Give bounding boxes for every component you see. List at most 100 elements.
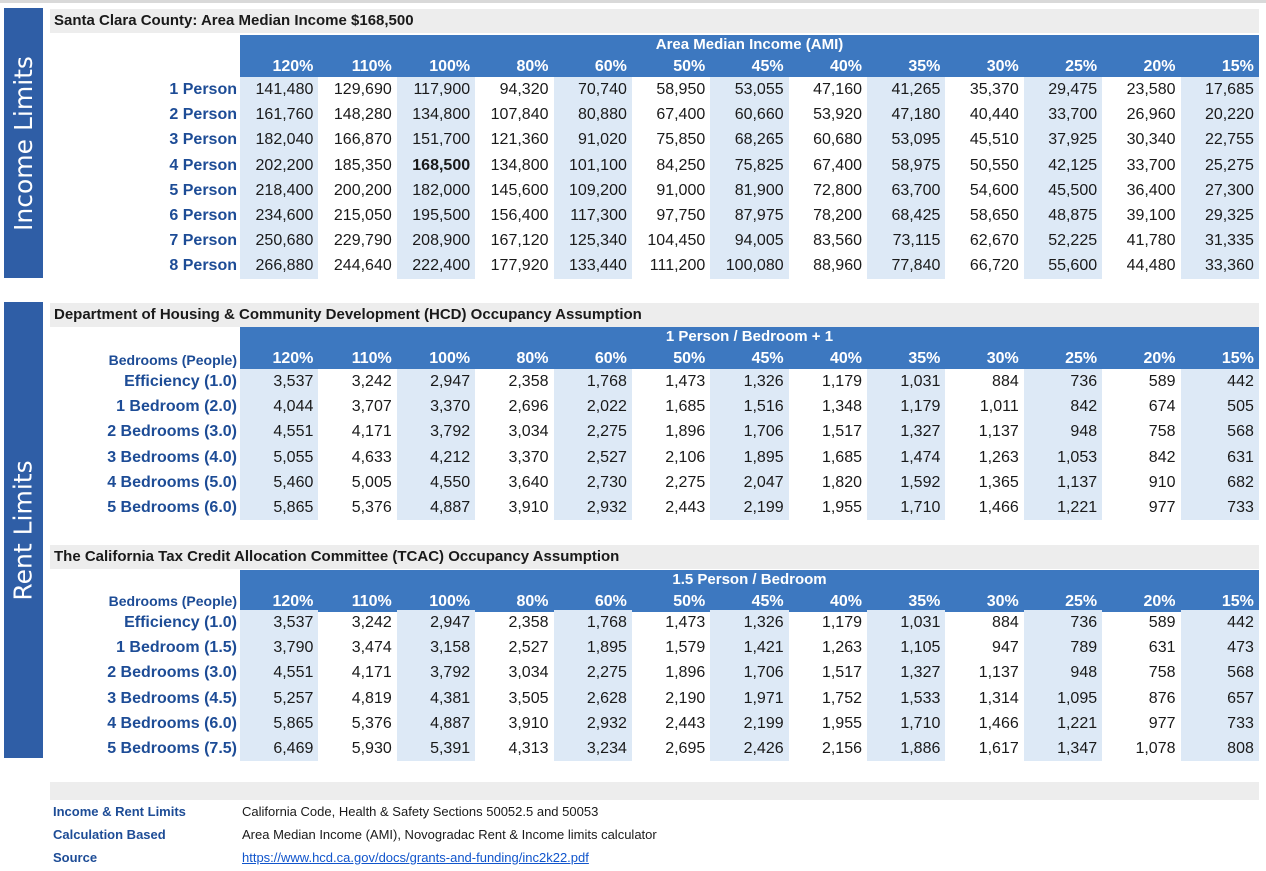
table-cell: 41,780 [1126,232,1176,250]
table-cell: 1,137 [978,664,1019,682]
table-row: 5 Bedrooms (7.5) 6,469 5,930 5,391 4,313 3,23… [50,735,1259,762]
table-cell: 5,460 [240,469,319,495]
table-cell: 33,360 [1180,253,1259,279]
table-cell: 31,335 [1180,228,1259,254]
row-label: 2 Bedrooms (3.0) [107,423,237,441]
table-cell: 2,932 [553,710,632,736]
table-cell: 58,950 [656,81,706,98]
table-cell: 145,600 [490,181,549,199]
source-link[interactable]: https://www.hcd.ca.gov/docs/grants-and-f… [242,850,589,865]
table-cell: 948 [1023,660,1103,686]
table-cell: 109,200 [553,177,632,203]
table-cell: 842 [1023,394,1103,420]
table-cell: 1,011 [979,398,1019,416]
table-cell: 1,327 [867,419,946,445]
table-cell: 17,685 [1180,77,1259,103]
table-cell: 1,710 [867,494,946,521]
table-cell: 4,633 [351,448,392,466]
table-cell: 1,517 [821,423,862,441]
table-cell: 947 [992,639,1019,657]
table-cell: 84,250 [656,156,706,174]
table-cell: 1,421 [710,635,789,661]
percent-header: 110% [351,58,392,75]
table-cell: 20,220 [1180,102,1259,128]
table-cell: 3,242 [351,373,392,390]
table-cell: 54,600 [969,181,1019,199]
table-cell: 4,044 [240,394,319,420]
table-cell: 2,527 [553,444,632,470]
percent-header: 80% [516,58,549,75]
table-cell: 1,685 [665,398,706,416]
table-cell: 2,190 [665,689,706,707]
table-cell: 442 [1180,610,1259,636]
tcac-percent-headers: 120% 110% 100% 80% 60% 50% 45% 40% 35% 30% 25% 20% 1… [240,590,1259,612]
percent-header: 120% [272,350,314,367]
table-cell: 167,120 [490,232,549,250]
table-cell: 3,370 [508,448,549,466]
table-cell: 4,550 [396,469,476,495]
table-cell: 222,400 [396,253,476,279]
table-cell: 5,865 [240,710,319,736]
row-label: 2 Bedrooms (3.0) [107,664,237,682]
table-cell: 884 [992,373,1019,390]
table-cell: 39,100 [1126,206,1176,224]
percent-header: 25% [1065,350,1098,367]
percent-header: 35% [908,58,941,75]
percent-header: 80% [516,593,549,610]
table-cell: 161,760 [240,102,319,128]
table-cell: 125,340 [553,228,632,254]
row-label: 4 Person [169,156,237,174]
table-cell: 2,275 [665,473,706,491]
table-cell: 2,947 [396,610,476,636]
hcd-header-title: 1 Person / Bedroom + 1 [665,328,834,345]
table-cell: 589 [1148,614,1176,631]
table-cell: 81,900 [710,177,789,203]
table-cell: 948 [1023,419,1103,445]
table-cell: 682 [1180,469,1259,495]
income-rent-limits-value: California Code, Health & Safety Section… [242,804,599,819]
table-cell: 29,475 [1023,77,1103,103]
percent-header: 20% [1143,58,1176,75]
table-cell: 1,474 [867,444,946,470]
table-cell: 1,473 [665,614,706,631]
table-cell: 44,480 [1126,257,1176,275]
top-divider [0,0,1266,3]
table-cell: 62,670 [969,232,1019,250]
table-cell: 151,700 [396,127,476,153]
table-cell: 29,325 [1180,202,1259,229]
table-cell: 185,350 [333,156,392,174]
table-cell: 1,752 [821,689,862,707]
table-cell: 2,730 [553,469,632,495]
table-cell: 977 [1148,498,1176,516]
row-label: 6 Person [169,206,237,224]
table-cell: 4,887 [396,494,476,521]
percent-header: 60% [594,350,627,367]
table-row: 8 Person 266,880 244,640 222,400 177,920 133,… [50,253,1259,279]
table-cell: 1,221 [1023,494,1103,521]
table-cell: 91,000 [656,181,706,199]
table-cell: 3,790 [240,635,319,661]
table-cell: 36,400 [1126,181,1176,199]
table-cell: 4,313 [508,739,549,757]
table-cell: 589 [1148,373,1176,390]
row-label: 1 Bedroom (2.0) [116,398,237,416]
percent-header: 45% [751,593,784,610]
table-cell: 884 [992,614,1019,631]
table-cell: 2,199 [710,494,789,521]
table-cell: 5,376 [351,498,392,516]
table-cell: 1,896 [665,664,706,682]
percent-header: 60% [594,593,627,610]
table-cell: 141,480 [240,77,319,103]
table-cell: 133,440 [553,253,632,279]
row-label: Efficiency (1.0) [124,373,237,390]
table-cell: 75,825 [710,152,789,178]
row-label: 2 Person [169,106,237,124]
table-cell: 1,516 [710,394,789,420]
percent-header: 45% [751,58,784,75]
table-cell: 2,443 [665,498,706,516]
table-cell: 67,400 [813,156,862,174]
table-cell: 1,768 [553,369,632,395]
income-section-title: Santa Clara County: Area Median Income $… [50,9,1259,33]
table-cell: 53,055 [710,77,789,103]
rent-limits-sidebar: Rent Limits [4,302,43,758]
